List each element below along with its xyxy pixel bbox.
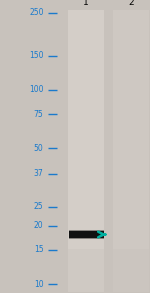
Bar bbox=[68, 10, 104, 292]
Bar bbox=[69, 231, 103, 238]
Bar bbox=[69, 237, 103, 239]
Text: 150: 150 bbox=[29, 51, 44, 60]
Text: 2: 2 bbox=[128, 0, 134, 7]
Text: 1: 1 bbox=[83, 0, 89, 7]
Text: 20: 20 bbox=[34, 221, 43, 230]
Text: 50: 50 bbox=[34, 144, 44, 153]
Bar bbox=[68, 249, 104, 292]
Text: 15: 15 bbox=[34, 246, 43, 254]
Text: 100: 100 bbox=[29, 85, 44, 94]
Text: 10: 10 bbox=[34, 280, 43, 289]
Text: 25: 25 bbox=[34, 202, 43, 211]
Bar bbox=[69, 231, 103, 232]
Text: 75: 75 bbox=[34, 110, 44, 119]
Bar bbox=[113, 249, 149, 292]
Text: 37: 37 bbox=[34, 169, 44, 178]
Text: 250: 250 bbox=[29, 8, 44, 17]
Bar bbox=[113, 10, 149, 292]
